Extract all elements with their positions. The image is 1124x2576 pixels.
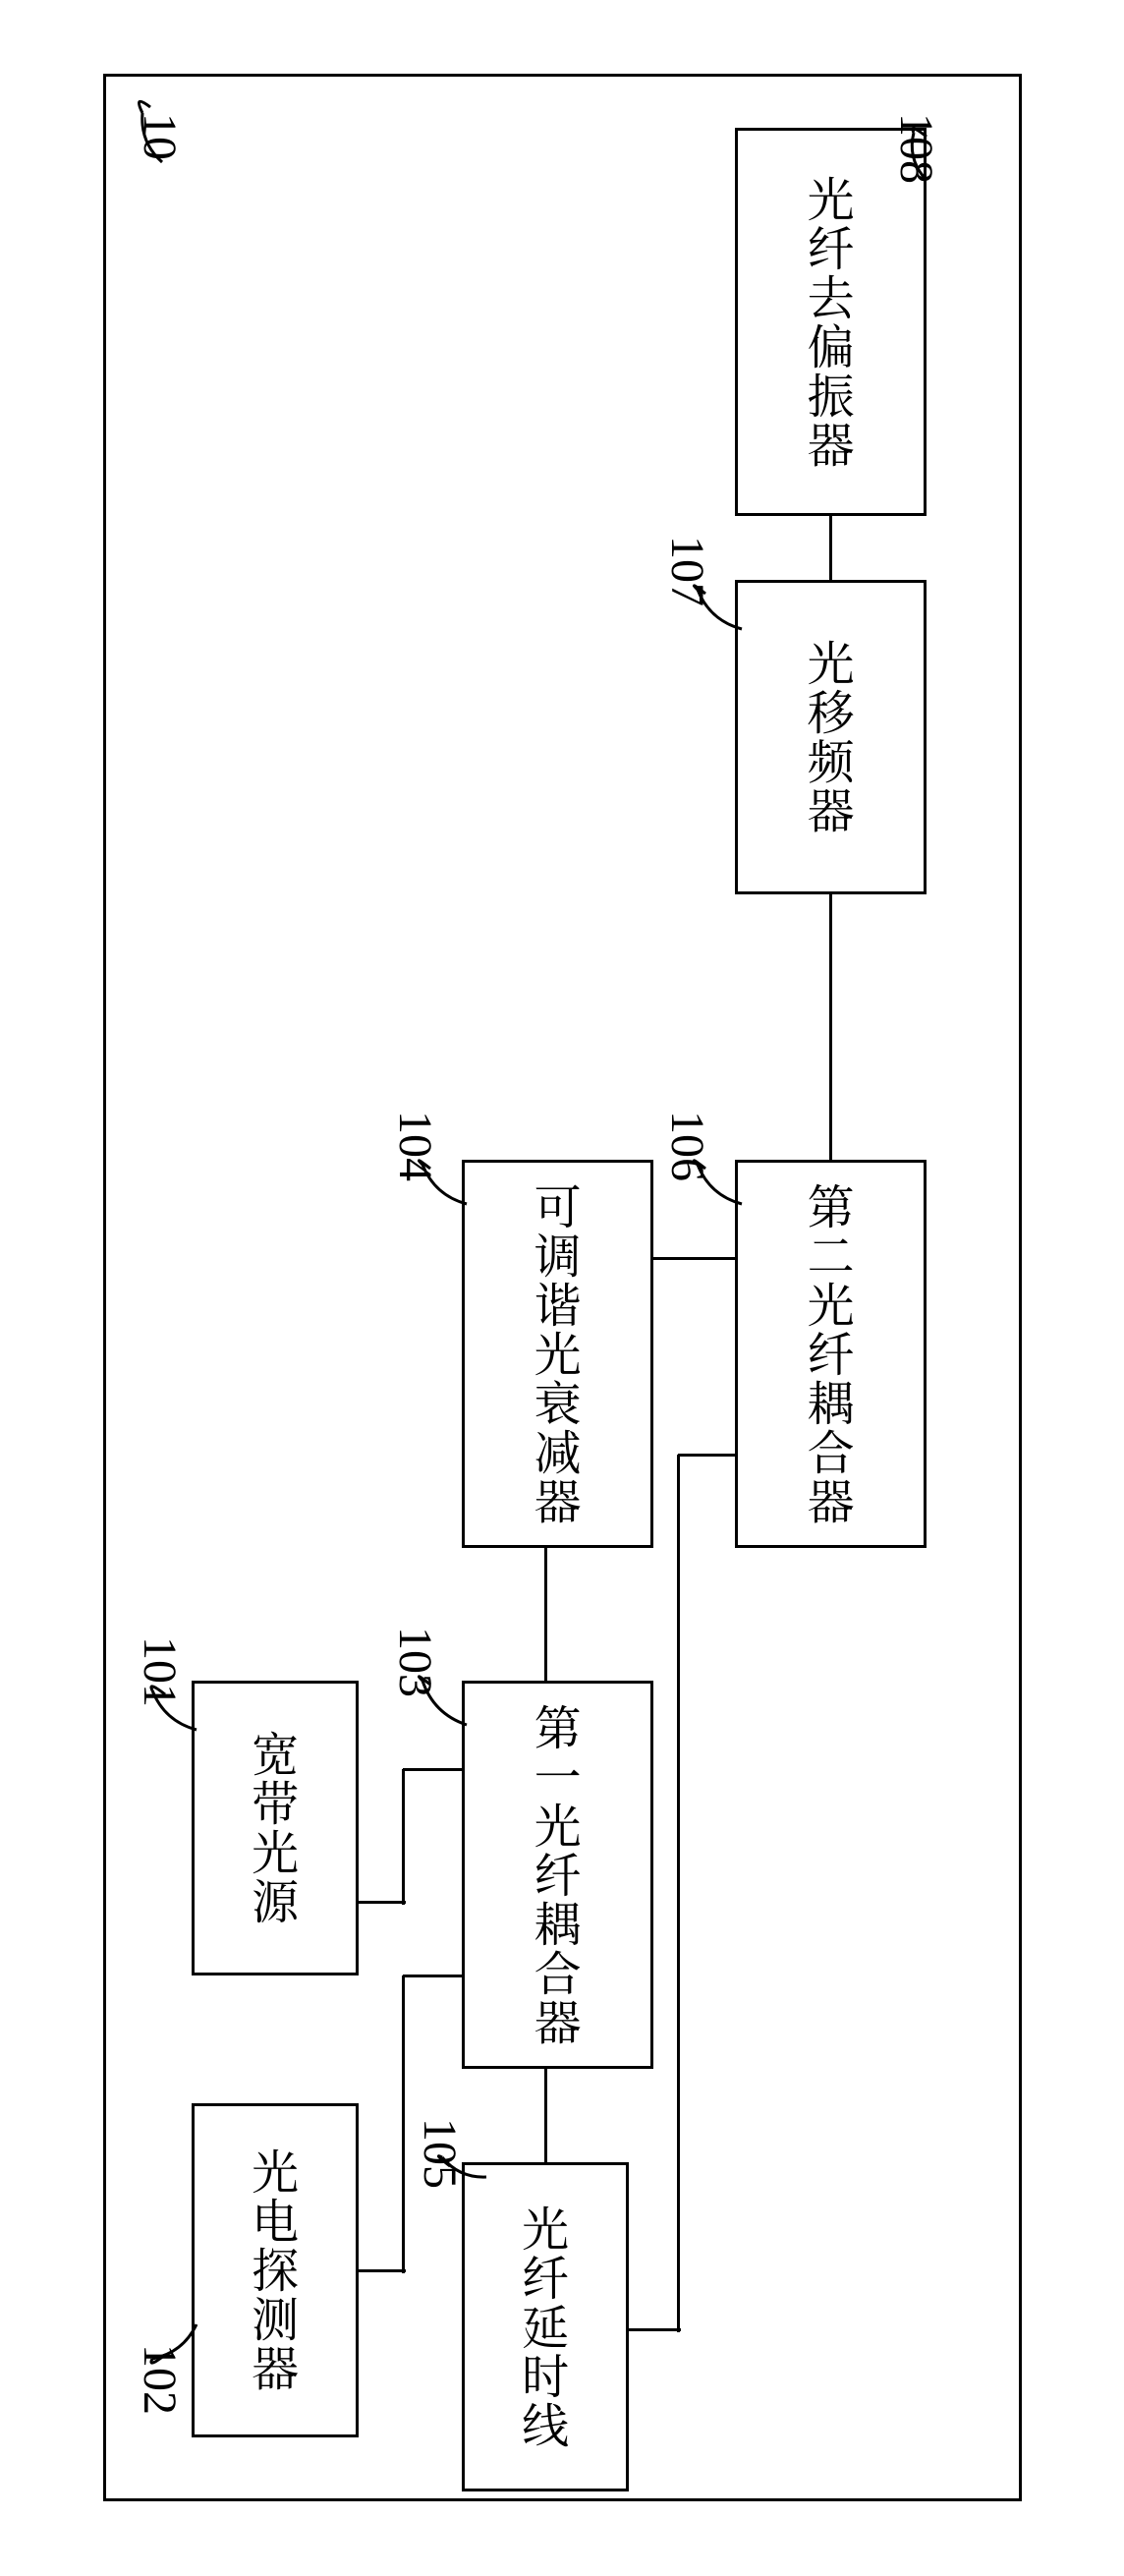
block-label: 第一光纤耦合器: [531, 1703, 585, 2047]
ref-label-105: 105: [413, 2118, 467, 2189]
ref-label-107: 107: [660, 536, 714, 606]
connector-segment: [402, 1769, 405, 1905]
block-label: 第二光纤耦合器: [804, 1182, 858, 1526]
connector-segment: [359, 2269, 406, 2272]
ref-label-108: 108: [889, 113, 943, 184]
ref-label-101: 101: [133, 1636, 187, 1707]
connector-segment: [544, 2069, 547, 2165]
connector-segment: [678, 1454, 738, 1457]
connector-segment: [677, 1455, 680, 2332]
block-label: 光电探测器: [248, 2147, 302, 2393]
block-fiber-depolarizer: 光纤去偏振器: [735, 128, 927, 516]
connector-segment: [629, 2328, 681, 2331]
block-label: 光移频器: [804, 639, 858, 835]
connector-segment: [403, 1975, 465, 1977]
block-label: 光纤去偏振器: [804, 175, 858, 470]
connector-segment: [544, 1548, 547, 1684]
block-photodetector: 光电探测器: [192, 2103, 359, 2437]
connector-segment: [829, 894, 832, 1163]
block-second-fiber-coupler: 第二光纤耦合器: [735, 1160, 927, 1548]
ref-label-104: 104: [388, 1111, 442, 1181]
block-label: 可调谐光衰减器: [531, 1182, 585, 1526]
connector-segment: [359, 1901, 406, 1904]
ref-label-102: 102: [133, 2344, 187, 2415]
connector-segment: [653, 1257, 738, 1260]
block-fiber-delay-line: 光纤延时线: [462, 2162, 629, 2491]
block-first-fiber-coupler: 第一光纤耦合器: [462, 1681, 653, 2069]
ref-label-106: 106: [660, 1111, 714, 1181]
block-label: 光纤延时线: [518, 2204, 572, 2450]
block-broadband-source: 宽带光源: [192, 1681, 359, 1975]
block-optical-frequency-shifter: 光移频器: [735, 580, 927, 894]
block-label: 宽带光源: [248, 1730, 302, 1926]
block-tunable-attenuator: 可调谐光衰减器: [462, 1160, 653, 1548]
ref-label-103: 103: [388, 1627, 442, 1697]
connector-segment: [402, 1975, 405, 2273]
diagram-canvas: 宽带光源 光电探测器 第一光纤耦合器 可调谐光衰减器 光纤延时线 第二光纤耦合器…: [0, 0, 1124, 2576]
connector-segment: [829, 516, 832, 583]
ref-label-10: 10: [133, 113, 187, 160]
connector-segment: [403, 1768, 465, 1771]
